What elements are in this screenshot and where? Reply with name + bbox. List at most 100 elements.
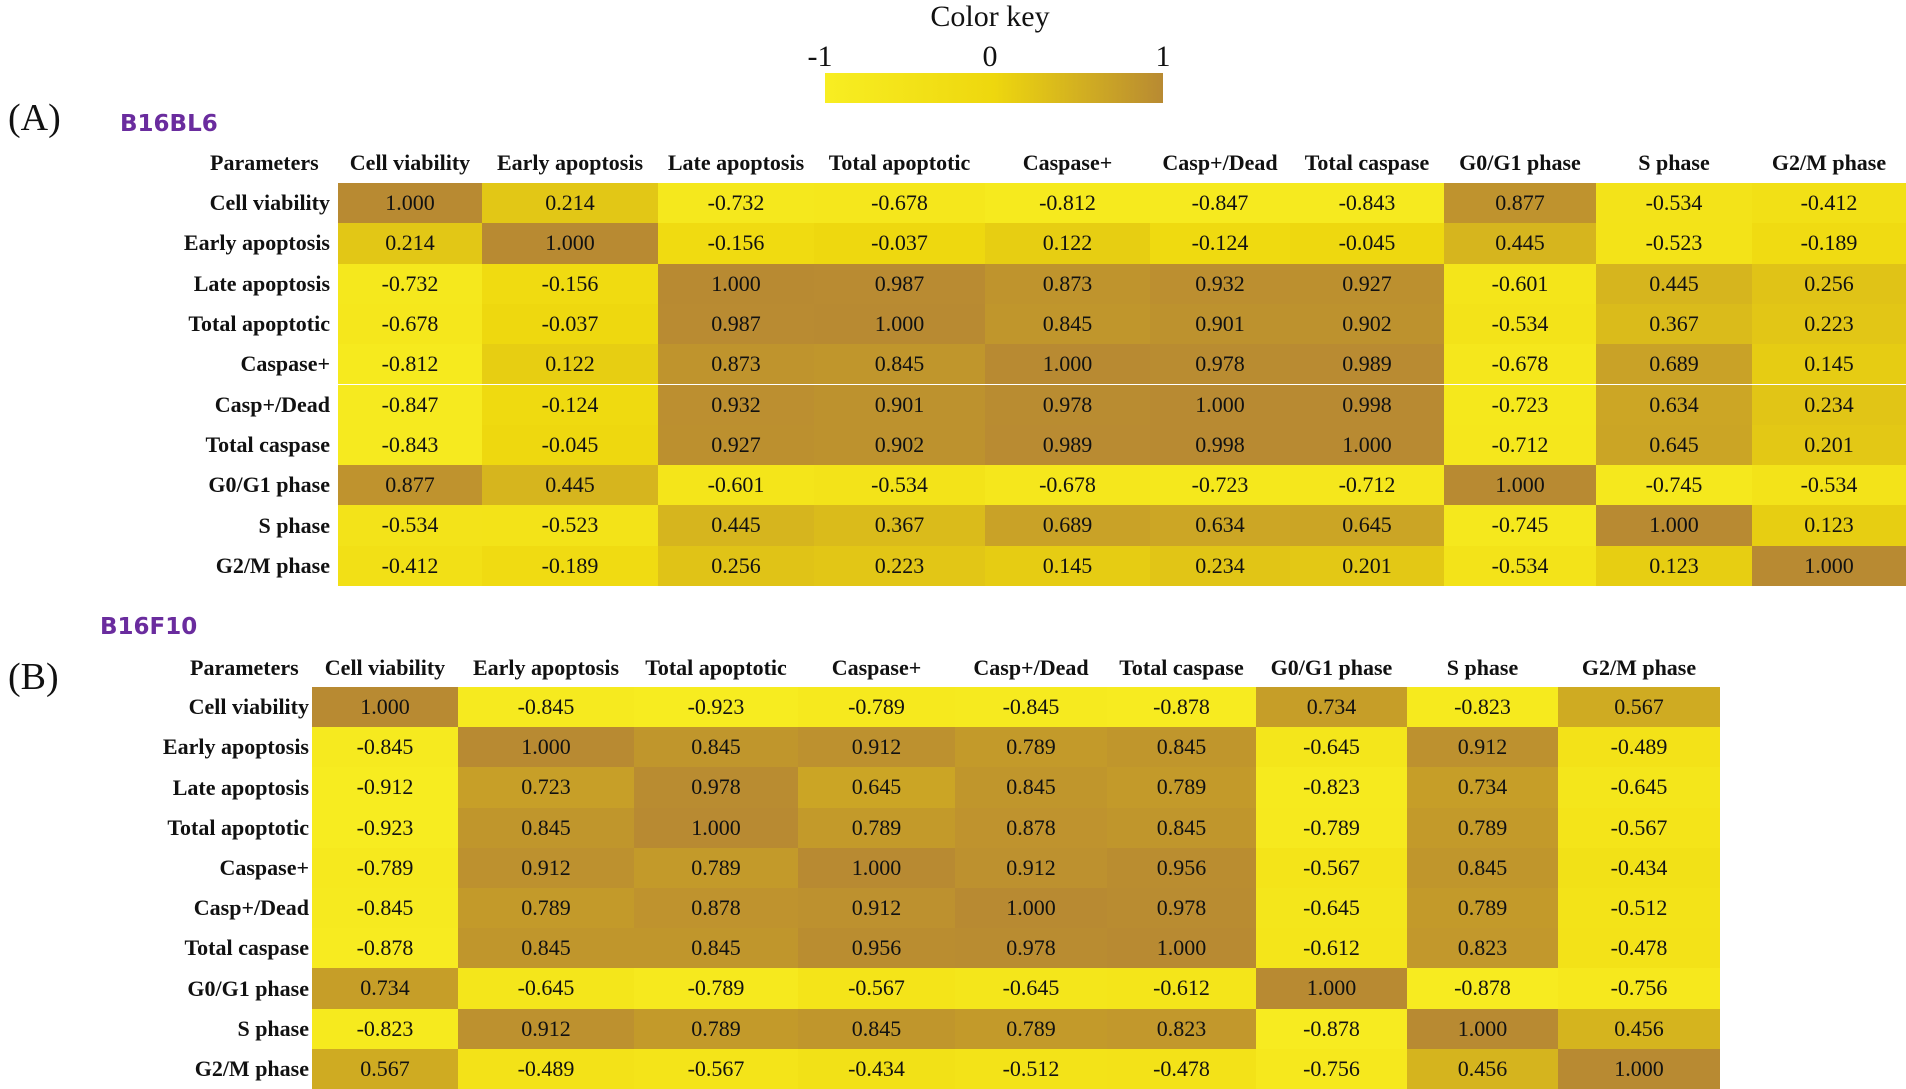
column-header: G2/M phase [1581,655,1697,680]
heatmap-cell: -0.124 [482,384,658,425]
heatmap-cell: 0.878 [955,807,1107,848]
heatmap-cell: 0.223 [814,545,985,586]
heatmap-cell: -0.756 [1256,1048,1407,1089]
heatmap-cell: 1.000 [1444,465,1596,506]
heatmap-cell: 1.000 [1150,384,1290,425]
heatmap-cell: 0.367 [1596,303,1752,345]
heatmap-cell: -0.723 [1150,465,1290,506]
heatmap-cell: 0.998 [1150,424,1290,466]
heatmap-cell: -0.534 [1596,183,1752,224]
column-header: Cell viability [324,655,446,680]
heatmap-cell: 0.877 [338,465,482,506]
heatmap-cell: 0.214 [338,223,482,264]
heatmap-cell: -0.845 [312,727,458,768]
heatmap-cell: 0.845 [1107,807,1256,848]
heatmap-cell: -0.412 [1752,183,1906,224]
heatmap-cell: 0.998 [1290,384,1444,425]
heatmap-cell: -0.534 [338,505,482,546]
heatmap-cell: 0.845 [1107,727,1256,768]
heatmap-cell: -0.523 [482,505,658,546]
heatmap-cell: -0.045 [482,424,658,466]
row-header: G0/G1 phase [187,975,309,1001]
heatmap-cell: -0.712 [1444,424,1596,466]
heatmap-cell: -0.756 [1558,968,1720,1009]
column-header: G0/G1 phase [1459,150,1581,175]
heatmap-cell: 0.445 [658,505,814,546]
heatmap-cell: 1.000 [814,303,985,345]
heatmap-cell: 0.634 [1596,384,1752,425]
heatmap-cell: 0.912 [1407,727,1558,768]
heatmap-cell: 0.456 [1407,1048,1558,1089]
heatmap-cell: 0.123 [1752,505,1906,546]
heatmap-cell: 0.645 [1596,424,1752,466]
heatmap-cell: 0.845 [955,767,1107,808]
heatmap-cell: -0.045 [1290,223,1444,264]
heatmap-cell: 0.845 [985,303,1150,345]
panel-b-cell-line: B16F10 [100,614,198,640]
heatmap-cell: -0.534 [1444,303,1596,345]
heatmap-cell: 0.912 [955,847,1107,888]
heatmap-cell: -0.612 [1256,928,1407,969]
panel-b-label: (B) [8,656,59,698]
heatmap-cell: 0.989 [1290,344,1444,385]
column-header: G2/M phase [1771,150,1887,175]
heatmap-cell: -0.745 [1444,505,1596,546]
heatmap-cell: -0.645 [955,968,1107,1009]
heatmap-cell: 0.987 [658,303,814,345]
color-key-tick-min: -1 [807,40,833,73]
column-header: Caspase+ [831,655,922,680]
heatmap-cell: 0.445 [1444,223,1596,264]
heatmap-cell: 0.912 [458,1008,634,1049]
heatmap-cell: -0.845 [458,687,634,728]
heatmap-cell: 0.789 [1407,807,1558,848]
heatmap-cell: 0.201 [1752,424,1906,466]
heatmap-cell: -0.434 [798,1048,955,1089]
heatmap-cell: -0.845 [955,687,1107,728]
color-key-tick-mid: 0 [982,40,998,73]
heatmap-cell: 0.689 [1596,344,1752,385]
column-header: Early apoptosis [472,655,620,680]
heatmap-cell: -0.567 [1558,807,1720,848]
heatmap-cell: 0.256 [658,545,814,586]
heatmap-cell: 1.000 [955,888,1107,929]
heatmap-cell: -0.789 [312,847,458,888]
heatmap-cell: -0.923 [634,687,798,728]
heatmap-cell: -0.189 [1752,223,1906,264]
heatmap-cell: 0.214 [482,183,658,224]
heatmap-cell: -0.878 [312,928,458,969]
color-key-title: Color key [930,0,1050,33]
column-header: Total caspase [1119,655,1244,680]
row-header: Early apoptosis [162,734,309,760]
color-key-gradient-bar [825,73,1163,103]
heatmap-cell: -0.843 [1290,183,1444,224]
heatmap-cell: 0.823 [1107,1008,1256,1049]
heatmap-cell: 0.145 [985,545,1150,586]
heatmap-cell: -0.847 [1150,183,1290,224]
heatmap-cell: -0.478 [1558,928,1720,969]
heatmap-cell: -0.489 [1558,727,1720,768]
heatmap-cell: -0.712 [1290,465,1444,506]
row-header: Late apoptosis [172,774,309,800]
heatmap-cell: 0.567 [312,1048,458,1089]
row-header: Cell viability [209,190,330,216]
heatmap-cell: 0.223 [1752,303,1906,345]
column-header: Late apoptosis [667,150,805,175]
heatmap-cell: -0.912 [312,767,458,808]
heatmap-cell: -0.878 [1256,1008,1407,1049]
column-header: Total apoptotic [828,150,971,175]
row-header: S phase [258,512,330,538]
heatmap-cell: 0.789 [634,847,798,888]
heatmap-cell: -0.612 [1107,968,1256,1009]
heatmap-cell: 0.122 [482,344,658,385]
heatmap-cell: 0.634 [1150,505,1290,546]
heatmap-cell: 1.000 [985,344,1150,385]
heatmap-cell: 1.000 [1407,1008,1558,1049]
heatmap-cell: 0.445 [1596,263,1752,304]
column-header: Caspase+ [1022,150,1113,175]
heatmap-cell: -0.789 [1256,807,1407,848]
heatmap-cell: 0.734 [1407,767,1558,808]
heatmap-cell: -0.645 [1558,767,1720,808]
heatmap-cell: -0.823 [1256,767,1407,808]
column-header: S phase [1638,150,1710,175]
heatmap-cell: 0.845 [458,928,634,969]
